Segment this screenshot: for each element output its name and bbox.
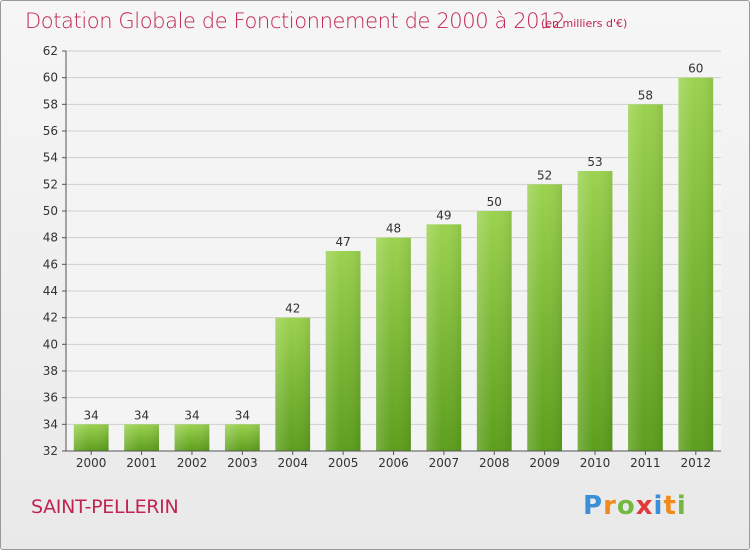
x-axis: 2000 2001 2002 2003 2004 2005 2006 2007 2008 2009… [66, 450, 721, 470]
y-tick-label: 46 [43, 257, 58, 271]
y-tick-label: 32 [43, 444, 58, 458]
y-tick-label: 52 [43, 177, 58, 191]
bars: 34 34 34 34 42 47 48 49 50 52 53 58 60 [73, 62, 714, 452]
y-tick-label: 42 [43, 311, 58, 325]
x-tick-label: 2009 [529, 456, 560, 470]
x-tick-label: 2003 [227, 456, 258, 470]
logo-letter: x [635, 491, 654, 521]
logo-letter: o [616, 491, 636, 521]
chart-unit: (en milliers d'€) [541, 17, 628, 30]
bar-value-label: 50 [487, 195, 502, 209]
bar-value-label: 48 [386, 222, 401, 236]
logo-letter: i [676, 491, 687, 521]
y-tick-label: 48 [43, 231, 58, 245]
bar-shade [275, 317, 311, 451]
bar-shade [325, 251, 361, 451]
x-tick-label: 2004 [277, 456, 308, 470]
y-tick-label: 38 [43, 364, 58, 378]
x-tick-label: 2001 [126, 456, 157, 470]
bar-value-label: 47 [335, 235, 350, 249]
bar-value-label: 34 [84, 408, 99, 422]
chart-title: Dotation Globale de Fonctionnement de 20… [25, 9, 566, 33]
x-tick-label: 2002 [177, 456, 208, 470]
logo-letter: P [583, 491, 604, 521]
logo-letter: i [653, 491, 664, 521]
y-axis: 32 34 36 38 40 42 44 46 48 50 52 54 56 58 60 62 [43, 44, 67, 458]
x-tick-label: 2000 [76, 456, 107, 470]
bar-value-label: 53 [587, 155, 602, 169]
bar-shade [174, 424, 210, 451]
bar-shade [124, 424, 159, 451]
bar-value-label: 34 [184, 408, 199, 422]
y-tick-label: 54 [43, 151, 58, 165]
y-tick-label: 34 [43, 417, 58, 431]
bar-value-label: 34 [235, 408, 250, 422]
x-tick-label: 2006 [378, 456, 409, 470]
bar-shade [628, 104, 663, 451]
x-tick-label: 2012 [681, 456, 712, 470]
x-tick-label: 2011 [630, 456, 661, 470]
y-tick-label: 62 [43, 44, 58, 58]
y-tick-label: 56 [43, 124, 58, 138]
bar-shade [376, 237, 411, 451]
bar-value-label: 49 [436, 208, 451, 222]
bar-value-label: 60 [688, 62, 703, 76]
bar-shade [577, 171, 613, 451]
y-tick-label: 60 [43, 71, 58, 85]
bar-shade [73, 424, 109, 451]
x-tick-label: 2005 [328, 456, 359, 470]
y-tick-label: 50 [43, 204, 58, 218]
bar-value-label: 52 [537, 168, 552, 182]
x-tick-label: 2008 [479, 456, 510, 470]
y-tick-label: 58 [43, 97, 58, 111]
y-tick-label: 44 [43, 284, 58, 298]
bar-value-label: 58 [638, 88, 653, 102]
x-tick-label: 2010 [580, 456, 611, 470]
y-tick-label: 36 [43, 391, 58, 405]
bar-shade [527, 184, 563, 452]
y-tick-label: 40 [43, 337, 58, 351]
bar-shade [476, 211, 512, 451]
bar-value-label: 34 [134, 408, 149, 422]
logo-letter: t [663, 491, 677, 521]
bar-shade [678, 77, 714, 452]
x-tick-label: 2007 [429, 456, 460, 470]
bar-shade [224, 424, 260, 451]
logo-letter: r [603, 491, 617, 521]
bar-shade [426, 224, 462, 451]
bar-value-label: 42 [285, 302, 300, 316]
proxiti-logo[interactable]: Proxiti [583, 491, 687, 521]
commune-name: SAINT-PELLERIN [31, 496, 179, 518]
